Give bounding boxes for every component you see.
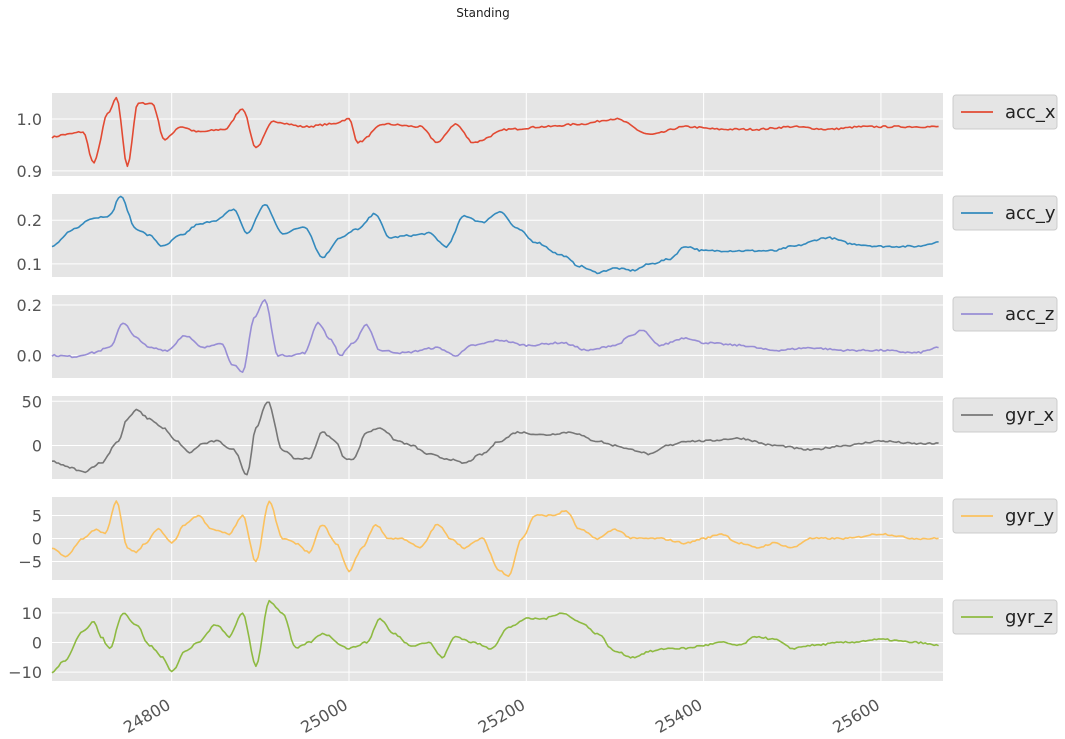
y-tick-label: 50 <box>22 392 42 411</box>
figure-title: Standing <box>456 6 509 20</box>
y-tick-label: 0.2 <box>17 211 42 230</box>
legend-gyr_y: gyr_y <box>952 498 1058 534</box>
panel-gyr_x: 0 50 gyr_x <box>22 392 1058 479</box>
legend-label: acc_y <box>1005 203 1056 224</box>
plot-background <box>52 194 943 277</box>
legend-box <box>952 397 1058 433</box>
legend-label: gyr_y <box>1005 506 1054 527</box>
legend-label: gyr_z <box>1005 607 1053 628</box>
x-tick-label: 24800 <box>120 695 174 737</box>
x-axis: 24800 25000 25200 25400 25600 <box>120 695 883 737</box>
panel-acc_z: 0.0 0.2 acc_z <box>17 295 1058 378</box>
legend-box <box>952 94 1058 130</box>
x-tick-label: 25200 <box>475 695 529 737</box>
panels: 0.91.0 acc_x0.10.2 acc_y0.00.2 acc_z050gyr_… <box>8 93 1058 682</box>
series-line-gyr_x <box>51 401 939 476</box>
legend-label: gyr_x <box>1005 405 1054 426</box>
y-tick-label: 0.1 <box>17 255 42 274</box>
legend-box <box>952 599 1058 635</box>
y-tick-label: 5 <box>32 506 42 525</box>
y-tick-label: 0 <box>32 436 42 455</box>
y-tick-label: 0 <box>32 530 42 549</box>
y-tick-label: 1.0 <box>17 110 42 129</box>
legend-gyr_z: gyr_z <box>952 599 1058 635</box>
panel-gyr_z: −10 0 10 gyr_z <box>8 598 1058 682</box>
y-tick-label: −10 <box>8 663 42 682</box>
legend-gyr_x: gyr_x <box>952 397 1058 433</box>
plot-background <box>52 93 943 176</box>
legend-acc_x: acc_x <box>952 94 1058 130</box>
series-line-acc_z <box>51 298 939 374</box>
plot-background <box>52 295 943 378</box>
x-tick-label: 25000 <box>297 695 351 737</box>
legend-box <box>952 498 1058 534</box>
legend-label: acc_x <box>1005 102 1056 123</box>
y-tick-label: 10 <box>22 604 42 623</box>
series-line-gyr_z <box>51 599 939 674</box>
panel-acc_y: 0.1 0.2 acc_y <box>17 194 1058 277</box>
panel-gyr_y: −5 0 5 gyr_y <box>18 497 1058 580</box>
legend-box <box>952 195 1058 231</box>
legend-acc_y: acc_y <box>952 195 1058 231</box>
y-tick-label: 0 <box>32 633 42 652</box>
x-tick-label: 25400 <box>652 695 706 737</box>
plot-background <box>52 396 943 479</box>
series-line-gyr_y <box>51 500 939 578</box>
y-tick-label: 0.0 <box>17 346 42 365</box>
x-tick-label: 25600 <box>829 695 883 737</box>
series-line-acc_y <box>51 195 939 275</box>
legend-box <box>952 296 1058 332</box>
y-tick-label: −5 <box>18 553 42 572</box>
panel-acc_x: 0.9 1.0 acc_x <box>17 93 1058 181</box>
legend-acc_z: acc_z <box>952 296 1058 332</box>
y-tick-label: 0.2 <box>17 296 42 315</box>
y-tick-label: 0.9 <box>17 162 42 181</box>
plot-background <box>52 598 943 681</box>
series-line-acc_x <box>51 96 939 168</box>
legend-label: acc_z <box>1005 304 1054 325</box>
